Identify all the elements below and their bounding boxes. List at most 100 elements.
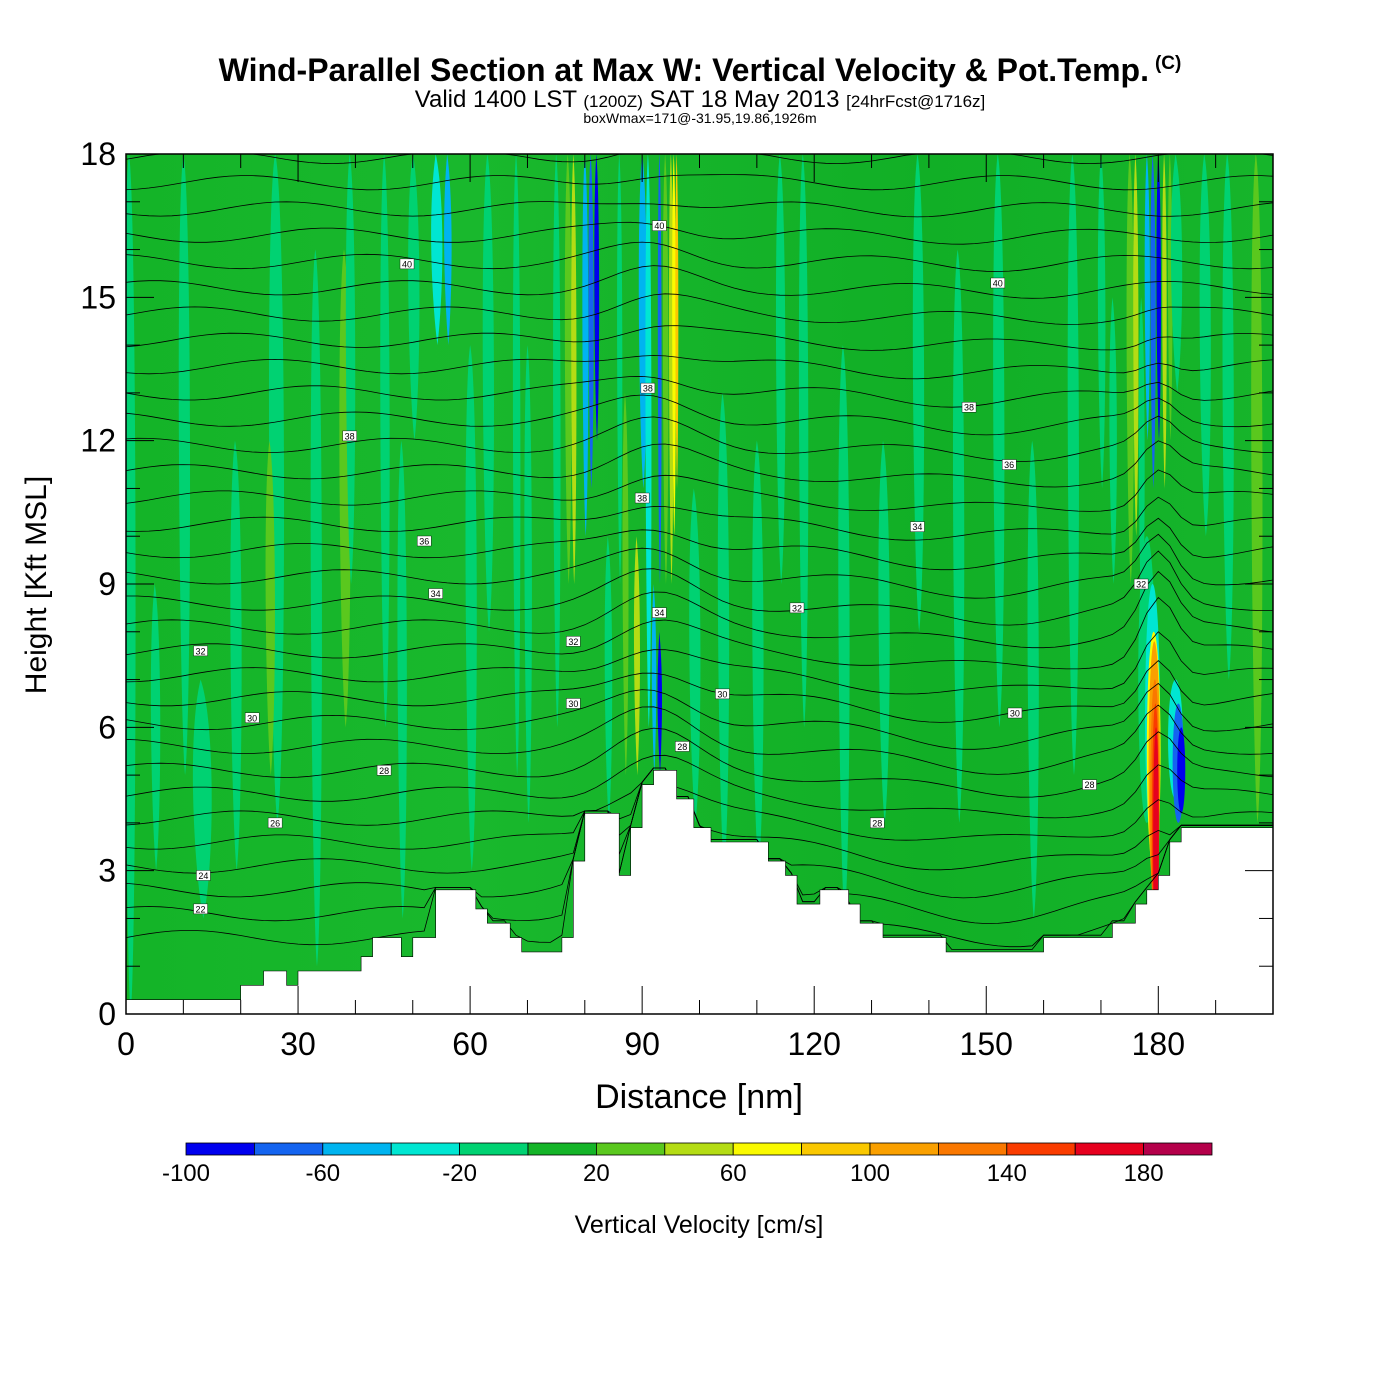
velocity-band — [1156, 154, 1161, 441]
contour-label-text: 22 — [196, 904, 206, 914]
velocity-band — [993, 154, 1005, 728]
x-axis: 0 30 60 90 120 150 180 — [117, 154, 1274, 1062]
x-tick-label: 180 — [1132, 1026, 1185, 1062]
velocity-band — [1251, 154, 1263, 823]
contour-label-text: 28 — [677, 742, 687, 752]
velocity-band — [397, 440, 407, 919]
x-tick-label: 150 — [960, 1026, 1013, 1062]
velocity-band — [482, 154, 494, 632]
contour-label: 40 — [399, 258, 415, 269]
pot-temp-isoline — [126, 221, 1273, 245]
velocity-band — [1097, 154, 1106, 489]
velocity-band — [798, 154, 809, 728]
velocity-band — [1067, 154, 1079, 776]
copyright-mark: (C) — [1154, 53, 1182, 75]
contour-label-text: 34 — [912, 522, 922, 532]
contour-labels: 22 24 26 28 30 32 34 36 38 40 32 30 34 38 38 40 28 30 32 34… — [193, 220, 1149, 914]
pot-temp-isoline — [126, 682, 1273, 750]
colorbar-swatch — [1074, 1142, 1144, 1156]
chart-subtitle: Valid 1400 LST (1200Z) SAT 18 May 2013 [… — [0, 86, 1400, 114]
velocity-band — [638, 154, 648, 489]
contour-label: 26 — [267, 817, 283, 828]
contour-label: 40 — [990, 277, 1005, 289]
velocity-band — [662, 154, 669, 584]
contour-label-text: 30 — [568, 699, 578, 709]
pot-temp-isoline — [126, 174, 1273, 191]
pot-temp-isoline — [126, 596, 1273, 670]
contour-label-text: 40 — [654, 221, 664, 231]
colorbar-swatch — [801, 1142, 871, 1156]
contour-label-text: 36 — [419, 537, 429, 547]
contour-label: 30 — [1007, 707, 1023, 719]
contour-label: 32 — [566, 636, 581, 647]
colorbar-tick-label: 180 — [1124, 1160, 1164, 1187]
contour-label-text: 28 — [379, 766, 389, 776]
contour-label-text: 30 — [1010, 709, 1020, 719]
contour-label: 32 — [193, 645, 208, 656]
contour-label: 30 — [715, 688, 730, 699]
contour-label: 38 — [342, 430, 357, 441]
x-tick-label: 0 — [117, 1026, 135, 1062]
pot-temp-isoline — [126, 469, 1273, 512]
chart-title-text: Wind-Parallel Section at Max W: Vertical… — [218, 52, 1149, 88]
velocity-band — [838, 345, 850, 919]
contour-label-text: 30 — [717, 689, 727, 699]
colorbar-swatch — [527, 1142, 597, 1156]
colorbar-label: Vertical Velocity [cm/s] — [575, 1211, 824, 1239]
velocity-band — [571, 154, 577, 584]
chart-title: Wind-Parallel Section at Max W: Vertical… — [0, 52, 1400, 89]
colorbar-tick-label: 60 — [720, 1160, 747, 1187]
contour-label-text: 40 — [402, 259, 412, 269]
contour-label: 28 — [675, 741, 690, 752]
velocity-band — [512, 154, 521, 776]
pot-temp-isoline — [126, 293, 1273, 325]
velocity-band — [1144, 154, 1150, 441]
pot-temp-isoline — [126, 767, 1273, 871]
colorbar-tick-label: 100 — [850, 1160, 890, 1187]
contour-label-text: 28 — [872, 818, 882, 828]
pot-temp-isoline — [126, 727, 1273, 798]
pot-temp-isoline — [126, 533, 1273, 599]
pot-temp-isoline — [126, 496, 1273, 541]
contour-label: 38 — [961, 402, 977, 413]
pot-temp-isoline — [126, 394, 1273, 436]
velocity-band — [230, 440, 242, 871]
subtitle-forecast: [24hrFcst@1716z] — [846, 92, 986, 111]
velocity-band — [617, 154, 623, 584]
colorbar-swatch — [1006, 1142, 1076, 1156]
contour-label: 22 — [193, 903, 208, 914]
x-tick-label: 90 — [624, 1026, 660, 1062]
y-tick-label: 6 — [98, 709, 116, 745]
contour-label-text: 38 — [345, 431, 355, 441]
contour-label: 28 — [376, 765, 392, 776]
pot-temp-isoline — [126, 570, 1273, 649]
colorbar-swatch — [1143, 1142, 1213, 1156]
pot-temp-isoline — [126, 415, 1273, 463]
contour-label: 28 — [870, 817, 885, 828]
y-tick-label: 0 — [98, 996, 116, 1032]
pot-temp-isoline — [126, 355, 1273, 380]
velocity-band — [622, 392, 629, 776]
colorbar-swatch — [869, 1142, 939, 1156]
colorbar-swatch — [459, 1142, 529, 1156]
velocity-band — [465, 345, 477, 871]
x-tick-label: 60 — [452, 1026, 488, 1062]
velocity-band — [651, 584, 657, 776]
colorbar-swatch — [732, 1142, 803, 1156]
x-axis-label: Distance [nm] — [595, 1078, 803, 1116]
terrain-outline — [126, 770, 1273, 1000]
velocity-band — [1170, 154, 1183, 393]
colorbar-swatch — [664, 1142, 734, 1156]
contour-label: 32 — [789, 602, 805, 613]
terrain-mask — [126, 770, 1273, 1014]
colorbar-tick-label: -20 — [442, 1160, 477, 1187]
pot-temp-isoline — [126, 325, 1273, 351]
velocity-band — [1222, 154, 1234, 680]
colorbar-swatch — [185, 1142, 255, 1156]
velocity-band — [1162, 154, 1167, 489]
velocity-field — [126, 154, 1263, 1014]
velocity-band — [431, 154, 443, 346]
contour-label: 34 — [652, 607, 667, 618]
contour-label-text: 32 — [568, 637, 578, 647]
